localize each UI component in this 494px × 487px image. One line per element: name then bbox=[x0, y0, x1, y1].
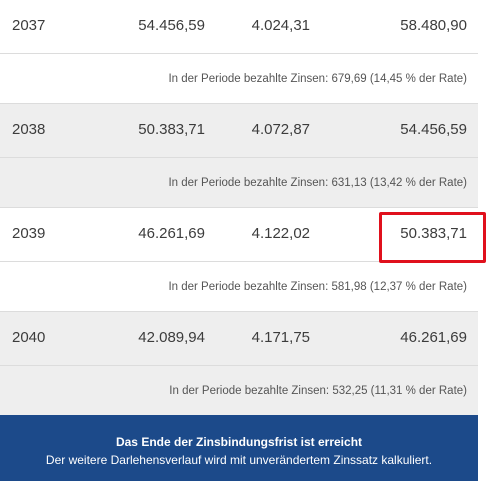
start-balance-cell: 46.261,69 bbox=[400, 329, 467, 346]
start-balance-cell: 50.383,71 bbox=[400, 225, 467, 242]
remaining-debt-cell: 42.089,94 bbox=[138, 329, 205, 346]
year-cell: 2040 bbox=[12, 329, 46, 346]
banner-text: Der weitere Darlehensverlauf wird mit un… bbox=[45, 453, 433, 467]
remaining-debt-cell: 46.261,69 bbox=[138, 225, 205, 242]
interest-note: In der Periode bezahlte Zinsen: 581,98 (… bbox=[0, 262, 478, 312]
year-cell: 2038 bbox=[12, 121, 46, 138]
highlight-box bbox=[379, 212, 486, 263]
table-row: 2038 50.383,71 4.072,87 54.456,59 bbox=[0, 104, 478, 158]
year-cell: 2039 bbox=[12, 225, 46, 242]
interest-note: In der Periode bezahlte Zinsen: 679,69 (… bbox=[0, 54, 478, 104]
year-cell: 2037 bbox=[12, 17, 46, 34]
repayment-cell: 4.024,31 bbox=[251, 17, 310, 34]
table-row: 2039 46.261,69 4.122,02 50.383,71 bbox=[0, 208, 478, 262]
remaining-debt-cell: 50.383,71 bbox=[138, 121, 205, 138]
start-balance-cell: 54.456,59 bbox=[400, 121, 467, 138]
fixed-rate-end-banner: Das Ende der Zinsbindungsfrist ist errei… bbox=[0, 415, 478, 481]
table-row: 2040 42.089,94 4.171,75 46.261,69 bbox=[0, 312, 478, 366]
banner-title: Das Ende der Zinsbindungsfrist ist errei… bbox=[115, 435, 363, 449]
table-row: 2037 54.456,59 4.024,31 58.480,90 bbox=[0, 0, 478, 54]
repayment-cell: 4.171,75 bbox=[251, 329, 310, 346]
repayment-cell: 4.122,02 bbox=[251, 225, 310, 242]
start-balance-cell: 58.480,90 bbox=[400, 17, 467, 34]
interest-note: In der Periode bezahlte Zinsen: 631,13 (… bbox=[0, 158, 478, 208]
remaining-debt-cell: 54.456,59 bbox=[138, 17, 205, 34]
amortization-table: 2037 54.456,59 4.024,31 58.480,90 In der… bbox=[0, 0, 478, 416]
repayment-cell: 4.072,87 bbox=[251, 121, 310, 138]
interest-note: In der Periode bezahlte Zinsen: 532,25 (… bbox=[0, 366, 478, 416]
